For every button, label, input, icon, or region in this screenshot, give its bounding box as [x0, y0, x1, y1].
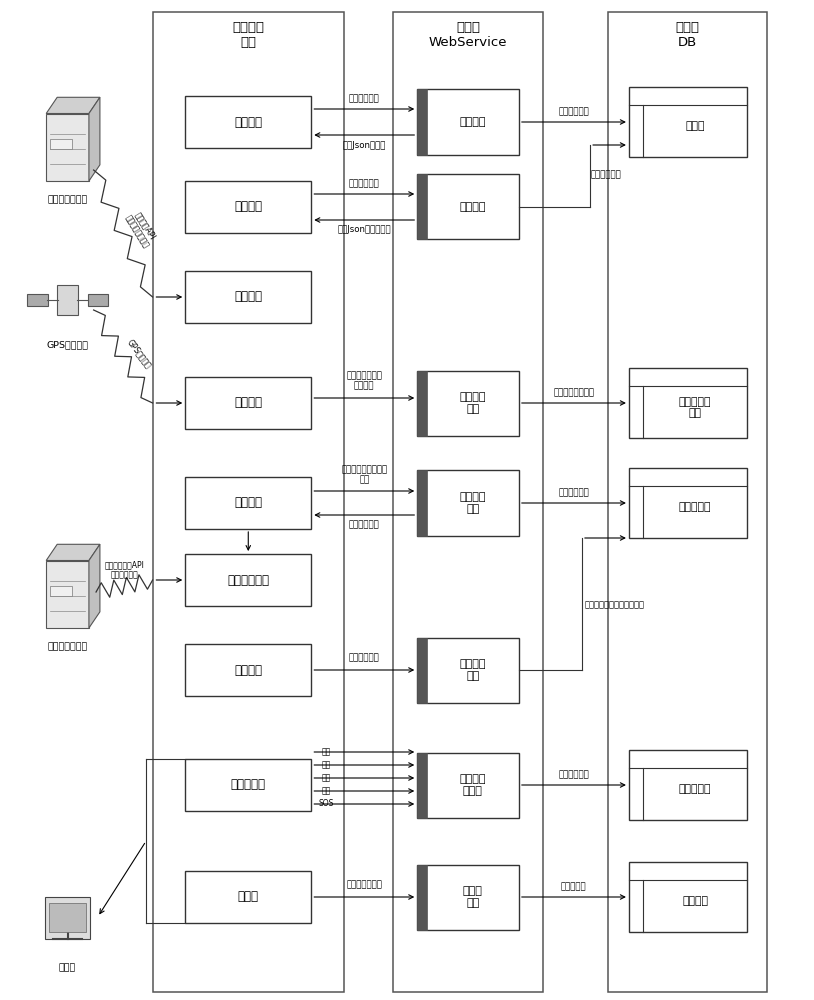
FancyBboxPatch shape [628, 468, 747, 538]
Text: 注册接口: 注册接口 [460, 117, 486, 127]
Text: 修改车辆状态: 修改车辆状态 [558, 770, 589, 780]
Text: 司机登录: 司机登录 [234, 200, 262, 214]
Text: 校验登录信息: 校验登录信息 [591, 170, 622, 180]
Text: 司机注册: 司机注册 [234, 115, 262, 128]
Text: 客户定位显示: 客户定位显示 [227, 574, 269, 586]
FancyBboxPatch shape [417, 370, 427, 436]
FancyBboxPatch shape [45, 896, 90, 938]
Text: 暂停: 暂停 [322, 774, 330, 782]
FancyBboxPatch shape [417, 174, 519, 239]
Text: 返回Json状态串: 返回Json状态串 [343, 140, 386, 149]
Polygon shape [89, 544, 100, 628]
Text: 搜索客户位置: 搜索客户位置 [558, 488, 589, 497]
Text: 黑名单
接口: 黑名单 接口 [463, 886, 483, 908]
Text: 司机表: 司机表 [685, 121, 705, 131]
FancyBboxPatch shape [185, 271, 311, 323]
Text: 有客: 有客 [322, 760, 330, 770]
Text: 百度地图API
（地图显示方法）: 百度地图API （地图显示方法） [123, 208, 159, 249]
Text: 地图显示: 地图显示 [234, 290, 262, 304]
Text: 车辆位置记
录表: 车辆位置记 录表 [679, 397, 711, 418]
Text: 招车记录表: 招车记录表 [679, 502, 711, 512]
FancyBboxPatch shape [58, 285, 77, 315]
FancyBboxPatch shape [88, 294, 107, 306]
FancyBboxPatch shape [392, 12, 544, 992]
FancyBboxPatch shape [417, 470, 519, 536]
Text: 客户定位
接口: 客户定位 接口 [460, 492, 486, 514]
FancyBboxPatch shape [628, 862, 747, 932]
FancyBboxPatch shape [417, 470, 427, 536]
FancyBboxPatch shape [185, 181, 311, 233]
FancyBboxPatch shape [417, 370, 519, 436]
Text: 提交客户评价: 提交客户评价 [349, 654, 379, 662]
FancyBboxPatch shape [608, 12, 767, 992]
Text: GPS卫星定位: GPS卫星定位 [125, 337, 153, 370]
FancyBboxPatch shape [185, 759, 311, 811]
Text: 定时发送位置、
方向信息: 定时发送位置、 方向信息 [346, 371, 383, 391]
FancyBboxPatch shape [46, 113, 89, 181]
Text: 登录接口: 登录接口 [460, 202, 486, 212]
Text: 提交黑名单请求: 提交黑名单请求 [346, 881, 383, 890]
FancyBboxPatch shape [153, 12, 344, 992]
FancyBboxPatch shape [49, 903, 86, 932]
Text: 黑名单表: 黑名单表 [682, 896, 708, 906]
FancyBboxPatch shape [417, 864, 427, 930]
FancyBboxPatch shape [50, 139, 72, 149]
FancyBboxPatch shape [28, 294, 47, 306]
Text: 百度地图服务器: 百度地图服务器 [47, 643, 88, 652]
Text: 创建新的位置记录: 创建新的位置记录 [554, 388, 594, 397]
FancyBboxPatch shape [185, 477, 311, 529]
Text: 调用百度地图API
（轮廻方法）: 调用百度地图API （轮廻方法） [104, 560, 144, 580]
Text: 提交搜索预约的客户
位置: 提交搜索预约的客户 位置 [341, 465, 387, 485]
Polygon shape [46, 544, 100, 560]
FancyBboxPatch shape [185, 96, 311, 148]
FancyBboxPatch shape [417, 752, 519, 818]
Text: SOS: SOS [318, 800, 334, 808]
Text: 客户评价
接口: 客户评价 接口 [460, 659, 486, 681]
Text: 车载终端
软件: 车载终端 软件 [232, 21, 265, 49]
Text: 信号灯: 信号灯 [59, 964, 77, 972]
FancyBboxPatch shape [185, 871, 311, 923]
Text: 返回客人位置: 返回客人位置 [349, 520, 379, 530]
Text: 客户评价: 客户评价 [234, 664, 262, 676]
Text: 信号灯控制: 信号灯控制 [231, 778, 265, 792]
Text: 提交登录请求: 提交登录请求 [349, 179, 379, 188]
Text: 百度地图服务器: 百度地图服务器 [47, 196, 88, 205]
Text: 数据库
DB: 数据库 DB [676, 21, 700, 49]
FancyBboxPatch shape [46, 560, 89, 628]
FancyBboxPatch shape [628, 368, 747, 438]
FancyBboxPatch shape [185, 644, 311, 696]
Text: 位置定位: 位置定位 [234, 396, 262, 410]
FancyBboxPatch shape [185, 554, 311, 606]
FancyBboxPatch shape [417, 89, 427, 154]
FancyBboxPatch shape [417, 864, 519, 930]
Text: 预约接客: 预约接客 [234, 496, 262, 510]
FancyBboxPatch shape [50, 586, 72, 596]
Text: 黑名单: 黑名单 [238, 890, 259, 904]
Text: 提交注册信息: 提交注册信息 [349, 95, 379, 104]
Text: 服务器
WebService: 服务器 WebService [429, 21, 507, 49]
FancyBboxPatch shape [417, 752, 427, 818]
FancyBboxPatch shape [628, 750, 747, 820]
Text: 在招车记录中加入客户评价: 在招车记录中加入客户评价 [584, 600, 645, 609]
FancyBboxPatch shape [417, 89, 519, 154]
Text: 信号灯控
制接口: 信号灯控 制接口 [460, 774, 486, 796]
Text: 预约: 预约 [322, 748, 330, 756]
Text: 创建司机记录: 创建司机记录 [558, 107, 589, 116]
Polygon shape [89, 97, 100, 181]
Text: GPS卫星定位: GPS卫星定位 [46, 340, 89, 350]
FancyBboxPatch shape [417, 638, 519, 702]
Text: 车辆信息表: 车辆信息表 [679, 784, 711, 794]
Text: 空车: 空车 [322, 786, 330, 796]
FancyBboxPatch shape [417, 174, 427, 239]
FancyBboxPatch shape [628, 87, 747, 157]
Text: 添加黑名单: 添加黑名单 [561, 882, 587, 892]
Text: 位置更新
接口: 位置更新 接口 [460, 392, 486, 414]
Text: 返回Json结果字符串: 返回Json结果字符串 [338, 226, 391, 234]
FancyBboxPatch shape [185, 377, 311, 429]
Polygon shape [46, 97, 100, 113]
FancyBboxPatch shape [417, 638, 427, 702]
